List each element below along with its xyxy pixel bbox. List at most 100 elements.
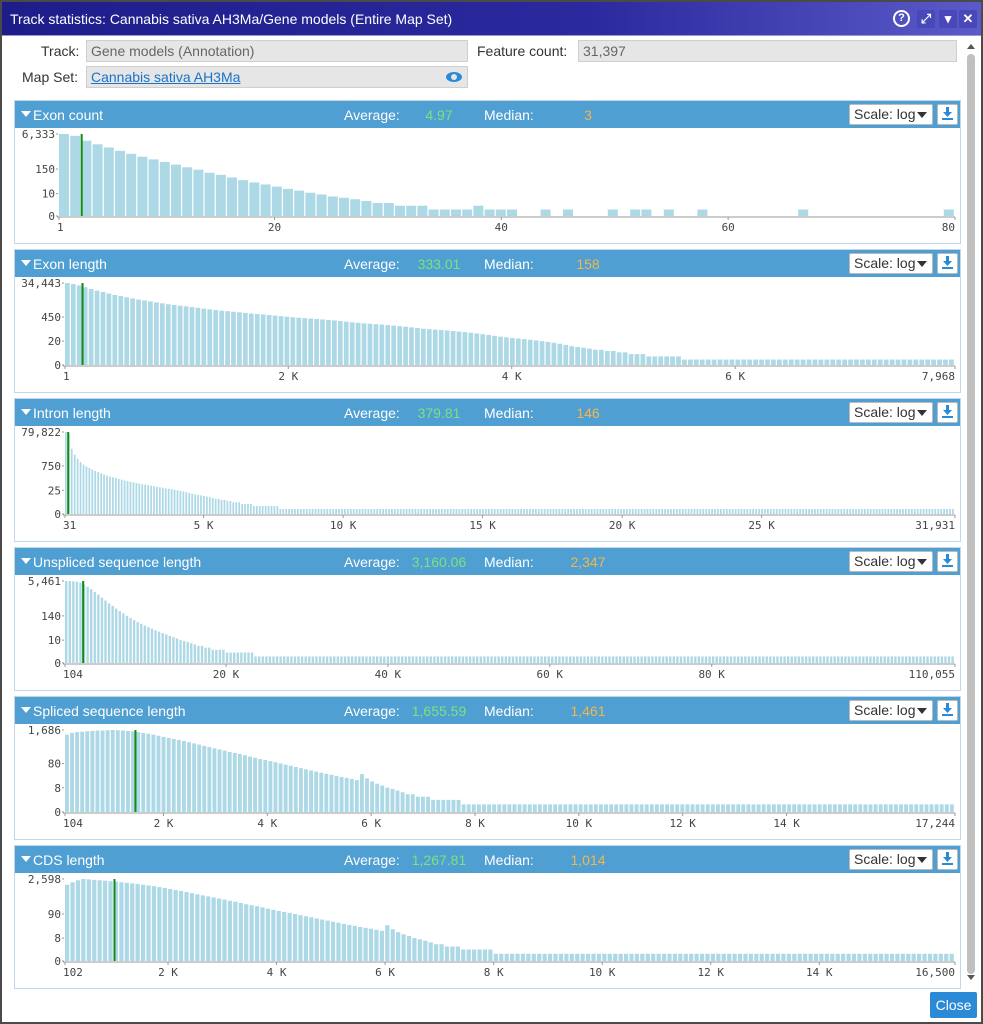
histogram-bar[interactable] xyxy=(484,209,495,216)
histogram-bar[interactable] xyxy=(806,359,812,365)
eye-icon[interactable] xyxy=(443,67,465,87)
histogram-bar[interactable] xyxy=(517,804,522,812)
histogram-bar[interactable] xyxy=(82,464,85,514)
histogram-bar[interactable] xyxy=(337,321,343,365)
histogram-bar[interactable] xyxy=(508,656,511,663)
histogram-bar[interactable] xyxy=(887,656,890,663)
histogram-bar[interactable] xyxy=(726,804,731,812)
histogram-bar[interactable] xyxy=(355,322,361,365)
histogram-bar[interactable] xyxy=(792,953,797,961)
histogram-bar[interactable] xyxy=(591,953,596,961)
histogram-bar[interactable] xyxy=(811,508,813,514)
histogram-bar[interactable] xyxy=(629,953,634,961)
histogram-bar[interactable] xyxy=(944,953,949,961)
histogram-bar[interactable] xyxy=(434,944,439,961)
histogram-bar[interactable] xyxy=(431,799,436,812)
histogram-bar[interactable] xyxy=(529,656,533,663)
histogram-bar[interactable] xyxy=(561,508,564,514)
histogram-bar[interactable] xyxy=(233,901,238,961)
histogram-bar[interactable] xyxy=(919,359,925,365)
histogram-bar[interactable] xyxy=(504,953,509,961)
histogram-bar[interactable] xyxy=(861,508,863,514)
histogram-bar[interactable] xyxy=(115,150,125,216)
histogram-bar[interactable] xyxy=(314,319,319,365)
histogram-bar[interactable] xyxy=(599,349,604,365)
histogram-bar[interactable] xyxy=(358,656,361,663)
histogram-bar[interactable] xyxy=(563,804,568,812)
histogram-bar[interactable] xyxy=(144,484,147,514)
histogram-bar[interactable] xyxy=(444,946,450,961)
histogram-bar[interactable] xyxy=(887,508,890,514)
histogram-bar[interactable] xyxy=(794,656,797,663)
histogram-bar[interactable] xyxy=(711,508,713,514)
histogram-bar[interactable] xyxy=(414,508,417,514)
histogram-bar[interactable] xyxy=(421,796,425,812)
histogram-bar[interactable] xyxy=(727,953,732,961)
histogram-bar[interactable] xyxy=(105,730,110,812)
histogram-bar[interactable] xyxy=(200,895,205,961)
scale-select[interactable]: Scale: log xyxy=(849,253,933,274)
histogram-bar[interactable] xyxy=(410,794,415,812)
histogram-bar[interactable] xyxy=(569,953,574,961)
histogram-bar[interactable] xyxy=(858,508,860,514)
histogram-bar[interactable] xyxy=(302,318,308,365)
histogram-bar[interactable] xyxy=(934,508,937,514)
histogram-bar[interactable] xyxy=(502,804,507,812)
histogram-bar[interactable] xyxy=(943,359,948,365)
histogram-bar[interactable] xyxy=(309,917,314,961)
histogram-bar[interactable] xyxy=(734,508,737,514)
histogram-bar[interactable] xyxy=(744,656,747,663)
histogram-bar[interactable] xyxy=(188,493,191,514)
histogram-bar[interactable] xyxy=(676,656,679,663)
histogram-bar[interactable] xyxy=(654,804,659,812)
histogram-bar[interactable] xyxy=(690,804,695,812)
histogram-bar[interactable] xyxy=(695,804,700,812)
histogram-bar[interactable] xyxy=(326,319,331,365)
histogram-bar[interactable] xyxy=(579,656,583,663)
histogram-bar[interactable] xyxy=(200,495,202,514)
histogram-bar[interactable] xyxy=(426,508,429,514)
histogram-bar[interactable] xyxy=(726,656,729,663)
histogram-bar[interactable] xyxy=(681,508,684,514)
histogram-bar[interactable] xyxy=(822,656,826,663)
scale-select[interactable]: Scale: log xyxy=(849,104,933,125)
histogram-bar[interactable] xyxy=(135,483,138,514)
histogram-bar[interactable] xyxy=(710,804,715,812)
histogram-bar[interactable] xyxy=(504,656,508,663)
histogram-bar[interactable] xyxy=(490,508,493,514)
histogram-bar[interactable] xyxy=(252,506,255,514)
histogram-bar[interactable] xyxy=(510,953,515,961)
histogram-bar[interactable] xyxy=(629,804,634,812)
histogram-bar[interactable] xyxy=(175,638,179,663)
histogram-bar[interactable] xyxy=(563,209,573,216)
histogram-bar[interactable] xyxy=(436,656,440,663)
histogram-bar[interactable] xyxy=(405,508,408,514)
histogram-bar[interactable] xyxy=(748,953,754,961)
histogram-bar[interactable] xyxy=(682,359,687,365)
histogram-bar[interactable] xyxy=(622,656,625,663)
mapset-link[interactable]: Cannabis sativa AH3Ma xyxy=(91,69,241,85)
histogram-bar[interactable] xyxy=(94,470,97,514)
histogram-bar[interactable] xyxy=(446,508,449,514)
histogram-bar[interactable] xyxy=(658,356,664,365)
histogram-bar[interactable] xyxy=(248,313,254,365)
histogram-bar[interactable] xyxy=(264,506,267,514)
histogram-bar[interactable] xyxy=(80,731,85,812)
histogram-bar[interactable] xyxy=(100,597,104,663)
histogram-bar[interactable] xyxy=(938,953,943,961)
scale-select[interactable]: Scale: log xyxy=(849,551,933,572)
histogram-bar[interactable] xyxy=(450,331,456,365)
histogram-bar[interactable] xyxy=(486,334,491,365)
histogram-bar[interactable] xyxy=(781,508,784,514)
histogram-bar[interactable] xyxy=(189,893,195,961)
histogram-bar[interactable] xyxy=(688,359,693,365)
histogram-bar[interactable] xyxy=(229,500,232,514)
histogram-bar[interactable] xyxy=(435,508,437,514)
histogram-bar[interactable] xyxy=(373,324,379,365)
histogram-bar[interactable] xyxy=(619,804,624,812)
histogram-bar[interactable] xyxy=(579,508,581,514)
histogram-bar[interactable] xyxy=(111,605,114,663)
histogram-bar[interactable] xyxy=(85,731,90,812)
histogram-bar[interactable] xyxy=(858,656,861,663)
histogram-bar[interactable] xyxy=(900,953,905,961)
